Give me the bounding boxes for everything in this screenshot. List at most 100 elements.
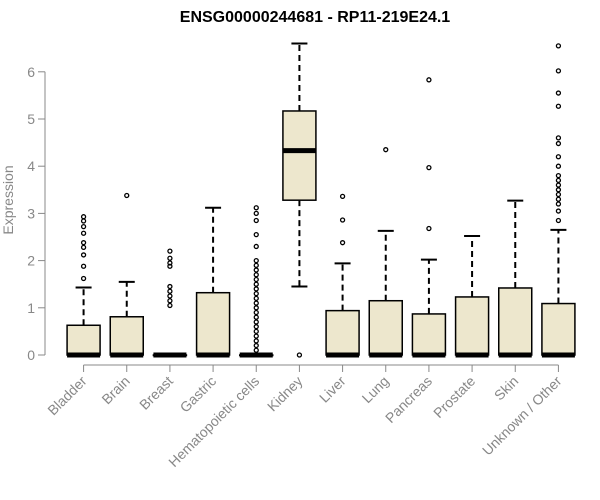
outlier-point	[80, 240, 87, 246]
x-tick-label: Lung	[359, 373, 392, 406]
outlier-point	[555, 103, 562, 109]
box-group	[239, 205, 274, 358]
outlier-point	[253, 262, 259, 268]
outlier-point	[339, 217, 346, 223]
outlier-point	[253, 328, 259, 335]
y-tick-label: 3	[27, 205, 35, 221]
outlier-point	[167, 302, 173, 309]
outlier-point	[253, 276, 259, 283]
x-tick-label: Liver	[316, 373, 349, 406]
outlier-point	[253, 205, 259, 211]
outlier-point	[253, 231, 259, 238]
outlier-point	[555, 90, 562, 96]
outlier-point	[555, 68, 562, 74]
outlier-point	[253, 314, 259, 320]
outlier-point	[253, 319, 259, 325]
outlier-point	[167, 298, 173, 304]
outlier-point	[80, 252, 87, 258]
outlier-point	[167, 260, 173, 266]
box-body	[325, 309, 360, 356]
box-group	[152, 248, 188, 358]
plot-area	[66, 42, 576, 358]
outlier-point	[555, 172, 562, 179]
outlier-point	[426, 77, 432, 83]
outlier-point	[253, 338, 259, 344]
x-tick-label: Pancreas	[382, 373, 435, 426]
box-group	[282, 42, 317, 358]
x-tick-label: Prostate	[430, 373, 478, 421]
outlier-point	[253, 305, 259, 311]
x-tick-label: Bladder	[44, 373, 90, 419]
box-body	[109, 316, 144, 356]
outlier-point	[555, 135, 562, 141]
outlier-point	[80, 275, 87, 282]
box-body	[368, 299, 403, 356]
outlier-point	[253, 333, 259, 339]
outlier-point	[253, 267, 259, 273]
box-body	[66, 324, 101, 356]
outlier-point	[253, 257, 259, 264]
outlier-point	[555, 187, 562, 193]
y-tick-label: 0	[27, 347, 35, 363]
box-group	[541, 43, 576, 358]
outlier-point	[253, 217, 259, 224]
y-tick-label: 1	[27, 300, 35, 316]
box-group	[109, 192, 144, 358]
outlier-point	[555, 154, 562, 160]
chart-title: ENSG00000244681 - RP11-219E24.1	[180, 9, 451, 26]
outlier-point	[80, 218, 87, 224]
outlier-point	[555, 182, 562, 188]
y-tick-label: 4	[27, 158, 35, 174]
outlier-point	[167, 263, 173, 269]
outlier-point	[253, 243, 259, 250]
box-body	[498, 287, 533, 356]
box-body	[541, 302, 576, 356]
outlier-point	[167, 255, 173, 261]
y-axis: 0 1 2 3 4 5 6	[27, 64, 46, 363]
outlier-point	[555, 196, 562, 202]
outlier-point	[555, 163, 562, 169]
x-tick-label: Unknown / Other	[479, 373, 565, 459]
outlier-point	[555, 217, 562, 224]
outlier-point	[124, 192, 130, 199]
x-tick-label: Kidney	[264, 373, 306, 415]
outlier-point	[253, 300, 259, 306]
outlier-point	[167, 248, 173, 254]
outlier-point	[555, 43, 562, 49]
box-group	[411, 77, 447, 358]
box-group	[195, 206, 231, 358]
outlier-point	[426, 164, 432, 171]
x-tick-label: Skin	[491, 373, 522, 404]
outlier-point	[80, 230, 87, 236]
y-tick-label: 5	[27, 111, 35, 127]
outlier-point	[339, 240, 346, 246]
outlier-point	[80, 223, 87, 230]
outlier-point	[80, 244, 87, 251]
outlier-point	[253, 324, 259, 330]
outlier-point	[253, 342, 259, 349]
outlier-point	[253, 347, 259, 353]
outlier-point	[80, 214, 87, 220]
box-body	[454, 296, 490, 356]
outlier-point	[555, 191, 562, 198]
box-group	[66, 214, 101, 358]
outlier-point	[253, 210, 259, 217]
outlier-point	[555, 208, 562, 214]
x-tick-label: Brain	[98, 373, 132, 407]
outlier-point	[426, 225, 432, 232]
outlier-point	[167, 293, 173, 299]
outlier-point	[80, 263, 87, 269]
y-tick-label: 2	[27, 253, 35, 269]
x-tick-label: Breast	[136, 373, 176, 413]
box-group	[454, 235, 490, 358]
box-body	[195, 291, 231, 356]
outlier-point	[253, 272, 259, 278]
outlier-point	[555, 201, 562, 207]
box-body	[282, 110, 317, 201]
y-axis-label: Expression	[0, 165, 16, 234]
box-group	[368, 147, 403, 358]
outlier-point	[383, 147, 389, 153]
box-group	[325, 193, 360, 358]
